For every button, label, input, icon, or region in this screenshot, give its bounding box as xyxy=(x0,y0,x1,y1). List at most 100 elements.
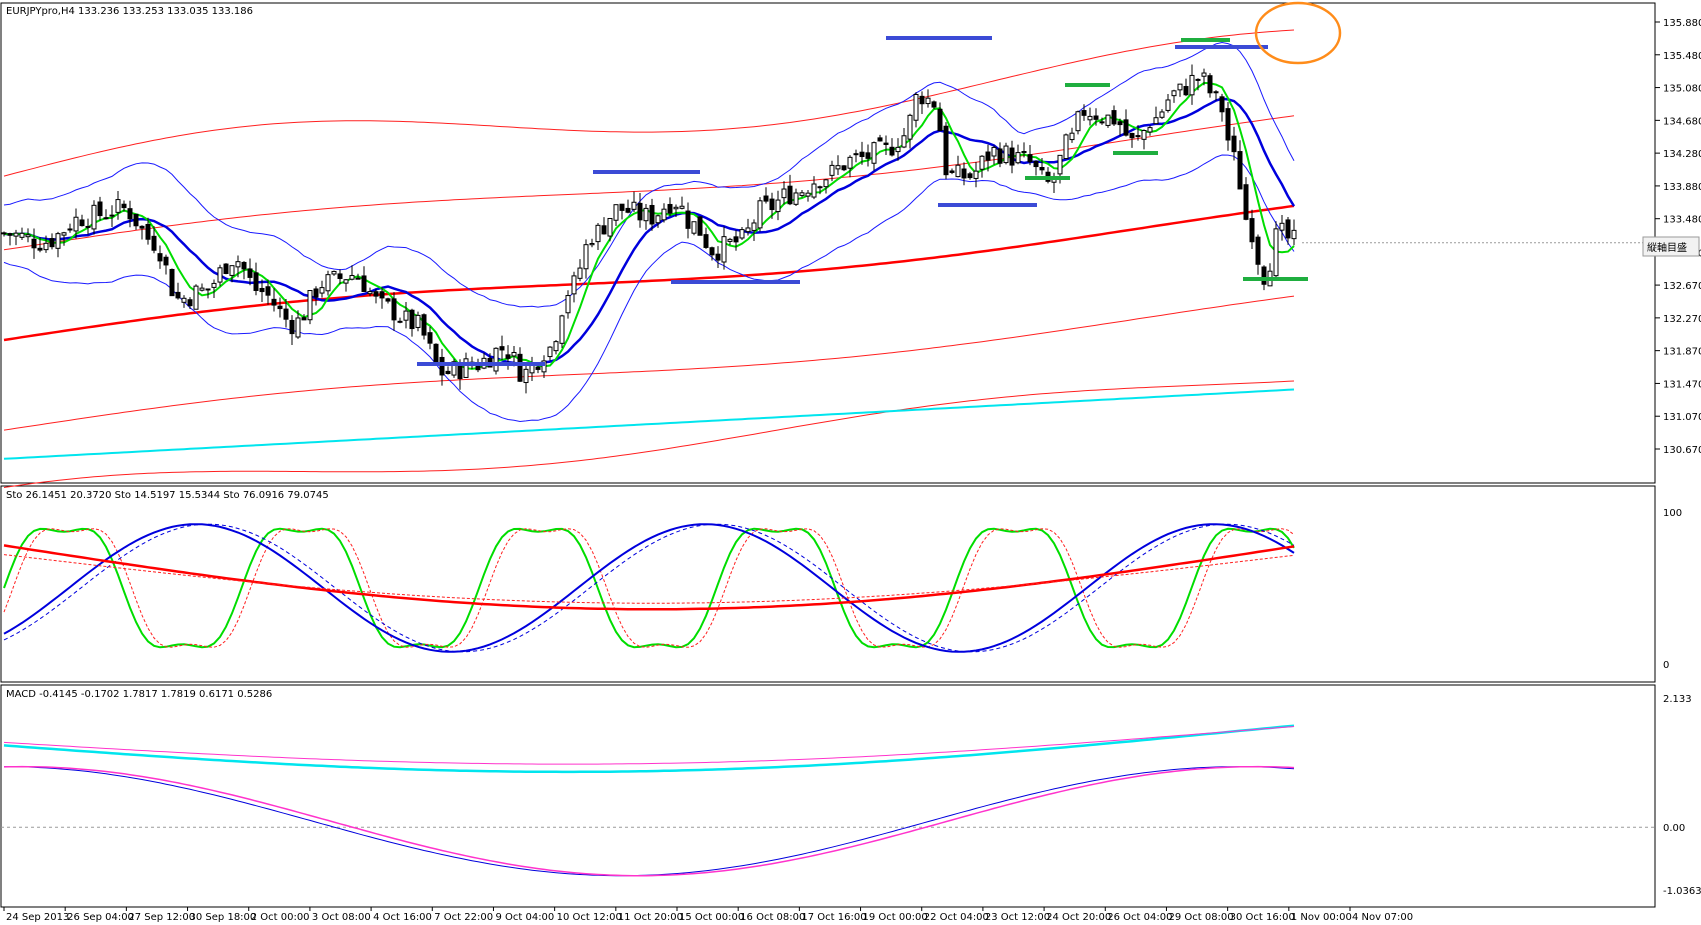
candle-body xyxy=(961,168,967,179)
price-tick-label: 134.680 xyxy=(1663,116,1701,127)
candle-body xyxy=(337,273,343,279)
candle-body xyxy=(121,203,127,209)
candle-body xyxy=(877,137,883,142)
candle-body xyxy=(631,201,637,210)
candle-body xyxy=(1225,108,1231,141)
candle-body xyxy=(997,148,1003,164)
candle-body xyxy=(1057,154,1063,175)
candle-body xyxy=(727,238,733,242)
candle-body xyxy=(379,291,385,299)
candle-body xyxy=(871,142,877,164)
candle-body xyxy=(1153,117,1159,125)
candle-body xyxy=(283,308,289,320)
candle-body xyxy=(661,208,667,221)
candle-body xyxy=(595,224,601,243)
candle-body xyxy=(979,155,985,170)
macd-long-magenta xyxy=(3,726,1295,765)
candle-body xyxy=(571,275,577,295)
candle-body xyxy=(73,216,79,232)
time-tick-label: 19 Oct 00:00 xyxy=(863,912,928,923)
candle-body xyxy=(649,204,655,225)
candle-body xyxy=(817,186,823,189)
macd-tick-label: 0.00 xyxy=(1663,823,1685,834)
candle-body xyxy=(907,114,913,140)
candle-body xyxy=(91,204,97,230)
macd-signal-magenta xyxy=(3,765,1295,877)
candle-body xyxy=(1249,218,1255,243)
price-tick-label: 133.880 xyxy=(1663,182,1701,193)
candle-body xyxy=(901,135,907,148)
candle-body xyxy=(685,210,691,229)
candle-body xyxy=(943,125,949,176)
candle-body xyxy=(1039,167,1045,171)
candle-body xyxy=(139,225,145,229)
candle-body xyxy=(307,290,313,321)
candle-body xyxy=(1189,74,1195,96)
candle-body xyxy=(229,265,235,276)
time-tick-label: 29 Oct 08:00 xyxy=(1168,912,1233,923)
candle-body xyxy=(1003,145,1009,164)
time-tick-label: 24 Sep 2013 xyxy=(6,912,69,923)
candle-body xyxy=(1117,121,1123,126)
candle-body xyxy=(835,165,841,170)
long-ma-line xyxy=(3,204,1295,342)
candle-body xyxy=(1243,184,1249,220)
bollinger-lower xyxy=(3,154,1295,423)
candle-body xyxy=(841,165,847,171)
price-tick-label: 131.470 xyxy=(1663,379,1701,390)
price-tag-box[interactable] xyxy=(1642,236,1700,257)
candle-body xyxy=(349,275,355,280)
candle-body xyxy=(1285,219,1291,239)
stoch-header: Sto 26.1451 20.3720 Sto 14.5197 15.5344 … xyxy=(6,490,329,501)
candle-body xyxy=(643,207,649,222)
candle-body xyxy=(781,188,787,199)
stoch-fast-green xyxy=(3,527,1295,649)
candle-body xyxy=(355,277,361,280)
macd-pane[interactable] xyxy=(0,684,1656,908)
candle-body xyxy=(565,295,571,314)
stoch-mid-blue xyxy=(3,523,1295,653)
candle-body xyxy=(61,232,67,236)
candle-body xyxy=(847,156,853,169)
candle-body xyxy=(1015,152,1021,164)
candle-body xyxy=(1195,78,1201,81)
candle-body xyxy=(1159,111,1165,118)
stoch-axis: 100 0 xyxy=(1663,508,1682,671)
candle-body xyxy=(553,341,559,352)
candle-body xyxy=(115,199,121,213)
ema-fast-line xyxy=(3,81,1295,370)
price-tick-label: 134.280 xyxy=(1663,149,1701,160)
candle-body xyxy=(1201,72,1207,77)
candle-body xyxy=(43,242,49,251)
candle-body xyxy=(763,195,769,202)
time-tick-label: 11 Oct 20:00 xyxy=(618,912,683,923)
candle-body xyxy=(853,153,859,156)
time-tick-label: 4 Nov 07:00 xyxy=(1352,912,1413,923)
candle-body xyxy=(163,256,169,266)
time-tick-label: 16 Oct 08:00 xyxy=(740,912,805,923)
macd-tick-label: 2.133 xyxy=(1663,694,1692,705)
candle-body xyxy=(991,146,997,157)
candle-body xyxy=(745,227,751,233)
time-tick-label: 27 Sep 12:00 xyxy=(128,912,195,923)
candle-body xyxy=(1141,130,1147,140)
time-tick-label: 30 Sep 18:00 xyxy=(190,912,257,923)
candle-body xyxy=(319,287,325,294)
candle-body xyxy=(493,347,499,372)
time-tick-label: 26 Oct 04:00 xyxy=(1107,912,1172,923)
candle-body xyxy=(511,351,517,357)
candle-body xyxy=(751,222,757,231)
candle-body xyxy=(1147,127,1153,133)
candle-body xyxy=(1033,160,1039,168)
candle-body xyxy=(919,95,925,105)
candle-body xyxy=(667,203,673,214)
candle-body xyxy=(985,151,991,161)
candle-body xyxy=(601,225,607,235)
candle-body xyxy=(439,356,445,376)
candle-body xyxy=(397,320,403,323)
candle-body xyxy=(793,192,799,205)
time-tick-label: 9 Oct 04:00 xyxy=(495,912,554,923)
candle-body xyxy=(1291,229,1297,240)
candle-body xyxy=(541,360,547,373)
